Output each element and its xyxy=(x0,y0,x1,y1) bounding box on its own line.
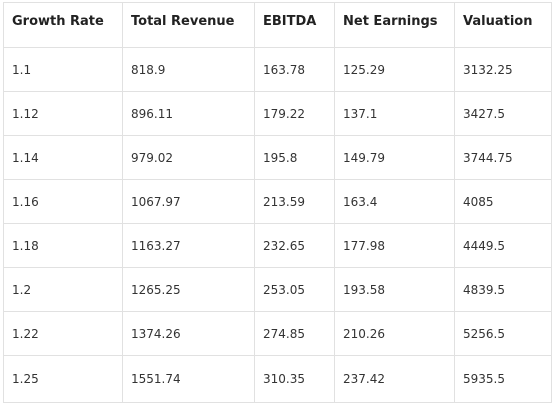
cell-ebitda: 310.35 xyxy=(254,355,335,403)
cell-net-earnings: 193.58 xyxy=(334,267,455,312)
cell-total-revenue: 1067.97 xyxy=(122,179,255,224)
cell-total-revenue: 1374.26 xyxy=(122,311,255,356)
cell-growth-rate: 1.16 xyxy=(3,179,123,224)
cell-total-revenue: 1163.27 xyxy=(122,223,255,268)
table-row: 1.12 896.11 179.22 137.1 3427.5 xyxy=(3,91,552,136)
table-row: 1.2 1265.25 253.05 193.58 4839.5 xyxy=(3,267,552,312)
cell-net-earnings: 210.26 xyxy=(334,311,455,356)
cell-ebitda: 195.8 xyxy=(254,135,335,180)
cell-ebitda: 274.85 xyxy=(254,311,335,356)
cell-valuation: 5935.5 xyxy=(454,355,552,403)
table-header: Growth Rate Total Revenue EBITDA Net Ear… xyxy=(3,2,552,48)
table-row: 1.14 979.02 195.8 149.79 3744.75 xyxy=(3,135,552,180)
financial-table: Growth Rate Total Revenue EBITDA Net Ear… xyxy=(3,2,552,403)
table-row: 1.25 1551.74 310.35 237.42 5935.5 xyxy=(3,355,552,403)
cell-growth-rate: 1.22 xyxy=(3,311,123,356)
table-body: 1.1 818.9 163.78 125.29 3132.25 1.12 896… xyxy=(3,47,552,403)
cell-growth-rate: 1.12 xyxy=(3,91,123,136)
table-row: 1.1 818.9 163.78 125.29 3132.25 xyxy=(3,47,552,92)
cell-growth-rate: 1.25 xyxy=(3,355,123,403)
cell-net-earnings: 177.98 xyxy=(334,223,455,268)
cell-total-revenue: 896.11 xyxy=(122,91,255,136)
header-total-revenue: Total Revenue xyxy=(122,2,255,48)
header-net-earnings: Net Earnings xyxy=(334,2,455,48)
cell-valuation: 3132.25 xyxy=(454,47,552,92)
cell-ebitda: 232.65 xyxy=(254,223,335,268)
cell-valuation: 4449.5 xyxy=(454,223,552,268)
cell-valuation: 3427.5 xyxy=(454,91,552,136)
cell-growth-rate: 1.1 xyxy=(3,47,123,92)
cell-valuation: 3744.75 xyxy=(454,135,552,180)
cell-net-earnings: 149.79 xyxy=(334,135,455,180)
cell-total-revenue: 979.02 xyxy=(122,135,255,180)
cell-growth-rate: 1.2 xyxy=(3,267,123,312)
header-valuation: Valuation xyxy=(454,2,552,48)
table-row: 1.18 1163.27 232.65 177.98 4449.5 xyxy=(3,223,552,268)
table-row: 1.16 1067.97 213.59 163.4 4085 xyxy=(3,179,552,224)
cell-total-revenue: 1265.25 xyxy=(122,267,255,312)
cell-valuation: 4839.5 xyxy=(454,267,552,312)
cell-net-earnings: 137.1 xyxy=(334,91,455,136)
cell-total-revenue: 818.9 xyxy=(122,47,255,92)
header-row: Growth Rate Total Revenue EBITDA Net Ear… xyxy=(3,2,552,48)
header-growth-rate: Growth Rate xyxy=(3,2,123,48)
cell-net-earnings: 237.42 xyxy=(334,355,455,403)
header-ebitda: EBITDA xyxy=(254,2,335,48)
cell-valuation: 5256.5 xyxy=(454,311,552,356)
cell-valuation: 4085 xyxy=(454,179,552,224)
cell-net-earnings: 163.4 xyxy=(334,179,455,224)
cell-ebitda: 179.22 xyxy=(254,91,335,136)
cell-ebitda: 253.05 xyxy=(254,267,335,312)
table-row: 1.22 1374.26 274.85 210.26 5256.5 xyxy=(3,311,552,356)
cell-total-revenue: 1551.74 xyxy=(122,355,255,403)
cell-net-earnings: 125.29 xyxy=(334,47,455,92)
cell-ebitda: 213.59 xyxy=(254,179,335,224)
cell-ebitda: 163.78 xyxy=(254,47,335,92)
cell-growth-rate: 1.18 xyxy=(3,223,123,268)
cell-growth-rate: 1.14 xyxy=(3,135,123,180)
